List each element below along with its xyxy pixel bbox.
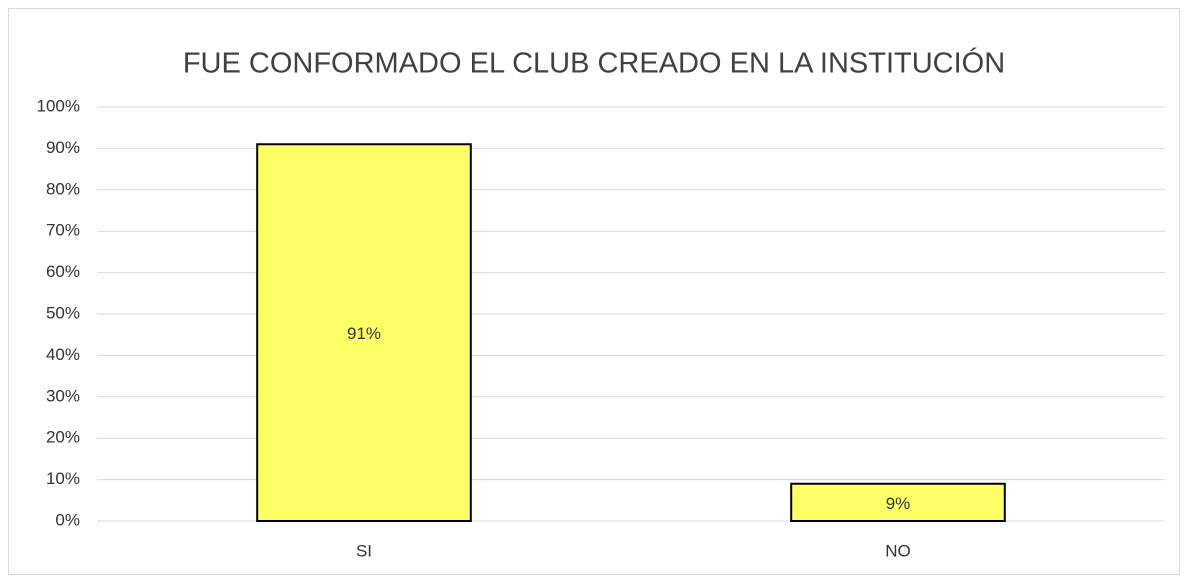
- y-tick-label: 90%: [46, 138, 80, 157]
- y-tick-label: 70%: [46, 221, 80, 240]
- bar: [790, 482, 1006, 522]
- y-tick-label: 60%: [46, 262, 80, 281]
- y-tick-label: 40%: [46, 345, 80, 364]
- data-label: 9%: [886, 494, 911, 513]
- x-tick-label: NO: [885, 541, 911, 560]
- data-label: 91%: [347, 324, 381, 343]
- bar: [256, 143, 472, 522]
- y-tick-label: 10%: [46, 469, 80, 488]
- y-tick-label: 100%: [37, 96, 80, 115]
- chart-border: [8, 8, 1180, 575]
- x-tick-label: SI: [356, 541, 372, 560]
- y-tick-label: 30%: [46, 386, 80, 405]
- y-tick-label: 0%: [55, 510, 80, 529]
- chart-title: FUE CONFORMADO EL CLUB CREADO EN LA INST…: [183, 47, 1005, 80]
- y-tick-label: 20%: [46, 428, 80, 447]
- y-tick-label: 80%: [46, 179, 80, 198]
- y-tick-label: 50%: [46, 303, 80, 322]
